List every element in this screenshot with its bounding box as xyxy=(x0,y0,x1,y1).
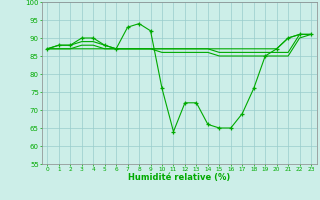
X-axis label: Humidité relative (%): Humidité relative (%) xyxy=(128,173,230,182)
